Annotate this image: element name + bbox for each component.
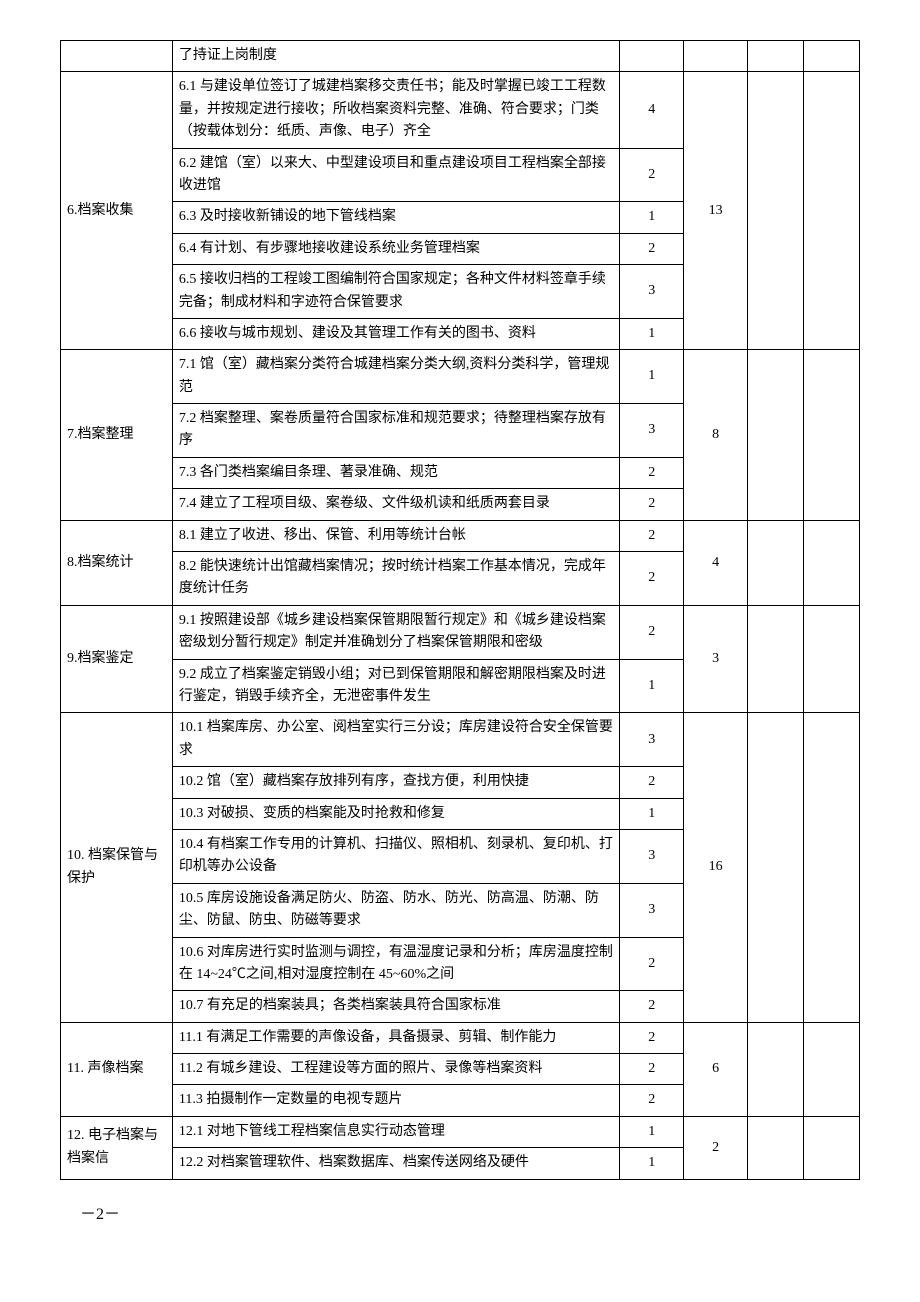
score-cell: 2	[620, 552, 684, 606]
empty-cell	[748, 520, 804, 605]
evaluation-table: 了持证上岗制度 6.档案收集6.1 与建设单位签订了城建档案移交责任书；能及时掌…	[60, 40, 860, 1180]
empty-cell	[748, 605, 804, 713]
item-cell: 8.2 能快速统计出馆藏档案情况；按时统计档案工作基本情况，完成年度统计任务	[172, 552, 619, 606]
page-number: －2－	[60, 1200, 860, 1224]
empty-cell	[748, 41, 804, 72]
score-cell: 3	[620, 829, 684, 883]
score-cell	[620, 41, 684, 72]
item-cell: 11.2 有城乡建设、工程建设等方面的照片、录像等档案资料	[172, 1054, 619, 1085]
item-cell: 10.7 有充足的档案装具；各类档案装具符合国家标准	[172, 991, 619, 1022]
score-cell: 2	[620, 148, 684, 202]
score-cell: 2	[620, 937, 684, 991]
score-cell: 1	[620, 1148, 684, 1179]
score-cell: 3	[620, 713, 684, 767]
item-cell: 8.1 建立了收进、移出、保管、利用等统计台帐	[172, 520, 619, 551]
score-cell: 2	[620, 991, 684, 1022]
score-cell: 3	[620, 265, 684, 319]
category-cell: 7.档案整理	[61, 350, 173, 520]
empty-cell	[804, 520, 860, 605]
score-cell: 3	[620, 883, 684, 937]
category-cell: 8.档案统计	[61, 520, 173, 605]
category-cell: 9.档案鉴定	[61, 605, 173, 713]
item-cell: 6.4 有计划、有步骤地接收建设系统业务管理档案	[172, 233, 619, 264]
total-cell: 6	[684, 1022, 748, 1116]
score-cell: 1	[620, 350, 684, 404]
score-cell: 2	[620, 1085, 684, 1116]
item-cell: 7.3 各门类档案编目条理、著录准确、规范	[172, 457, 619, 488]
empty-cell	[748, 1116, 804, 1179]
empty-cell	[748, 713, 804, 1022]
item-cell: 9.1 按照建设部《城乡建设档案保管期限暂行规定》和《城乡建设档案密级划分暂行规…	[172, 605, 619, 659]
score-cell: 2	[620, 520, 684, 551]
score-cell: 1	[620, 659, 684, 713]
total-cell: 16	[684, 713, 748, 1022]
category-cell	[61, 41, 173, 72]
item-cell: 6.3 及时接收新铺设的地下管线档案	[172, 202, 619, 233]
item-cell: 10.3 对破损、变质的档案能及时抢救和修复	[172, 798, 619, 829]
category-cell: 11. 声像档案	[61, 1022, 173, 1116]
category-cell: 6.档案收集	[61, 72, 173, 350]
category-cell: 12. 电子档案与档案信	[61, 1116, 173, 1179]
empty-cell	[804, 350, 860, 520]
score-cell: 2	[620, 457, 684, 488]
item-cell: 12.2 对档案管理软件、档案数据库、档案传送网络及硬件	[172, 1148, 619, 1179]
item-cell: 10.4 有档案工作专用的计算机、扫描仪、照相机、刻录机、复印机、打印机等办公设…	[172, 829, 619, 883]
score-cell: 1	[620, 202, 684, 233]
score-cell: 1	[620, 1116, 684, 1147]
total-cell	[684, 41, 748, 72]
item-cell: 6.1 与建设单位签订了城建档案移交责任书；能及时掌握已竣工工程数量，并按规定进…	[172, 72, 619, 148]
score-cell: 4	[620, 72, 684, 148]
item-cell: 10.6 对库房进行实时监测与调控，有温湿度记录和分析；库房温度控制在 14~2…	[172, 937, 619, 991]
item-cell: 9.2 成立了档案鉴定销毁小组；对已到保管期限和解密期限档案及时进行鉴定，销毁手…	[172, 659, 619, 713]
item-cell: 6.2 建馆（室）以来大、中型建设项目和重点建设项目工程档案全部接收进馆	[172, 148, 619, 202]
empty-cell	[804, 1116, 860, 1179]
item-cell: 10.5 库房设施设备满足防火、防盗、防水、防光、防高温、防潮、防尘、防鼠、防虫…	[172, 883, 619, 937]
empty-cell	[804, 605, 860, 713]
score-cell: 1	[620, 318, 684, 349]
empty-cell	[748, 350, 804, 520]
empty-cell	[804, 41, 860, 72]
category-cell: 10. 档案保管与保护	[61, 713, 173, 1022]
empty-cell	[804, 1022, 860, 1116]
item-cell: 6.5 接收归档的工程竣工图编制符合国家规定；各种文件材料签章手续完备；制成材料…	[172, 265, 619, 319]
item-cell: 7.1 馆（室）藏档案分类符合城建档案分类大纲,资料分类科学，管理规范	[172, 350, 619, 404]
total-cell: 4	[684, 520, 748, 605]
item-cell: 11.1 有满足工作需要的声像设备，具备摄录、剪辑、制作能力	[172, 1022, 619, 1053]
score-cell: 2	[620, 233, 684, 264]
item-cell: 7.4 建立了工程项目级、案卷级、文件级机读和纸质两套目录	[172, 489, 619, 520]
empty-cell	[804, 72, 860, 350]
empty-cell	[748, 1022, 804, 1116]
item-cell: 7.2 档案整理、案卷质量符合国家标准和规范要求；待整理档案存放有序	[172, 404, 619, 458]
empty-cell	[804, 713, 860, 1022]
score-cell: 3	[620, 404, 684, 458]
score-cell: 1	[620, 798, 684, 829]
score-cell: 2	[620, 489, 684, 520]
total-cell: 2	[684, 1116, 748, 1179]
total-cell: 13	[684, 72, 748, 350]
score-cell: 2	[620, 767, 684, 798]
item-cell: 12.1 对地下管线工程档案信息实行动态管理	[172, 1116, 619, 1147]
empty-cell	[748, 72, 804, 350]
item-cell: 11.3 拍摄制作一定数量的电视专题片	[172, 1085, 619, 1116]
item-cell: 6.6 接收与城市规划、建设及其管理工作有关的图书、资料	[172, 318, 619, 349]
total-cell: 3	[684, 605, 748, 713]
item-cell: 10.2 馆（室）藏档案存放排列有序，查找方便，利用快捷	[172, 767, 619, 798]
item-cell: 10.1 档案库房、办公室、阅档室实行三分设；库房建设符合安全保管要求	[172, 713, 619, 767]
score-cell: 2	[620, 1054, 684, 1085]
score-cell: 2	[620, 1022, 684, 1053]
score-cell: 2	[620, 605, 684, 659]
item-cell: 了持证上岗制度	[172, 41, 619, 72]
total-cell: 8	[684, 350, 748, 520]
